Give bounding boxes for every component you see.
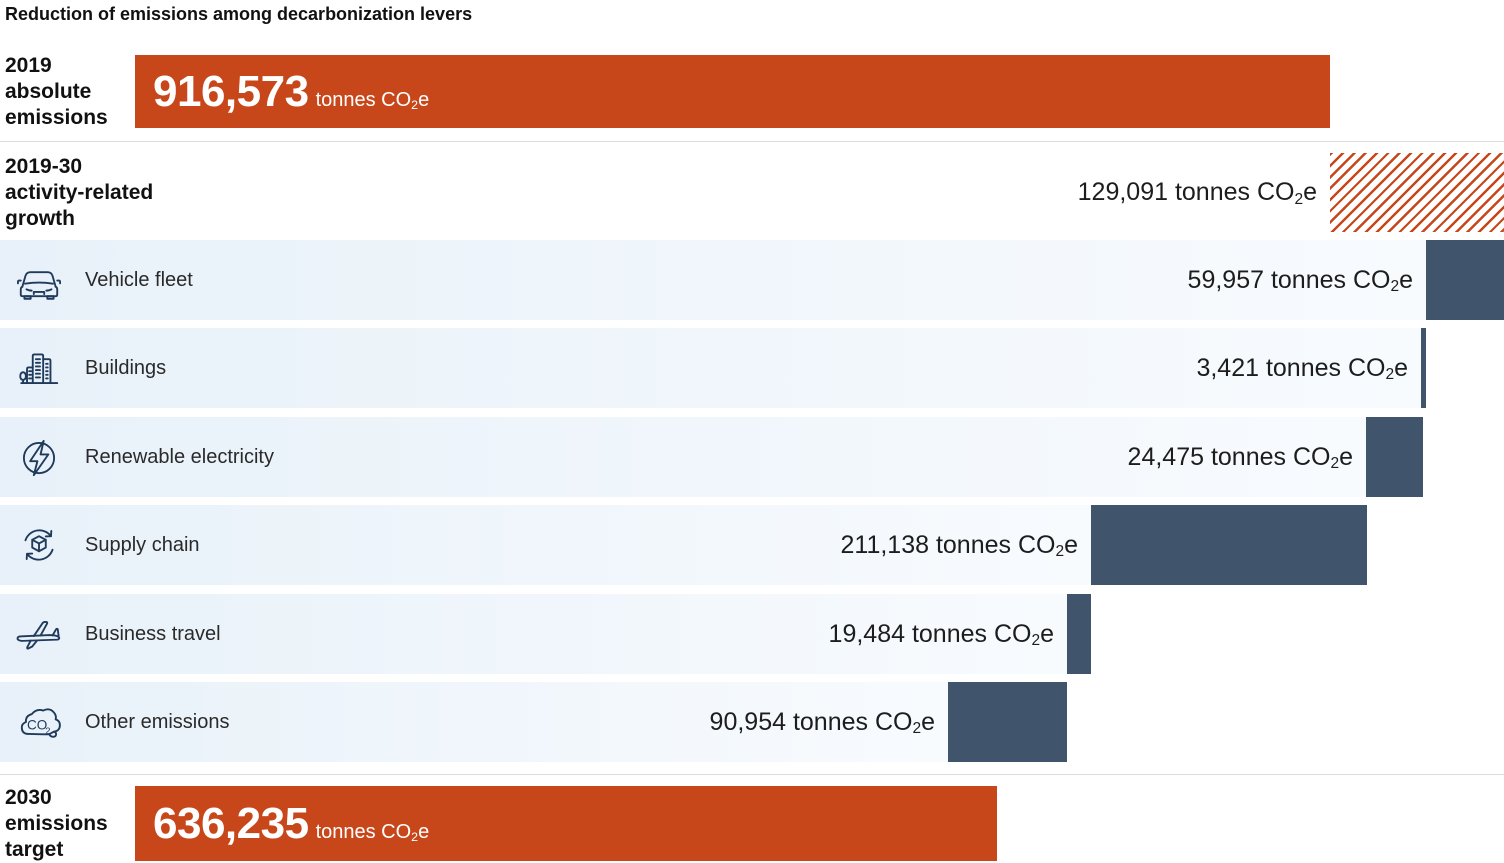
lever-label: Buildings: [85, 356, 167, 379]
lever-value: 24,475 tonnes CO2e: [1127, 442, 1353, 473]
section-divider: [0, 774, 1504, 775]
lever-label: Other emissions: [85, 710, 230, 733]
growth-bar-hatched: [1330, 153, 1504, 232]
chart-title: Reduction of emissions among decarboniza…: [5, 4, 473, 24]
target-label-line: emissions: [5, 811, 108, 835]
unit-label: tonnes CO2e: [315, 88, 430, 112]
lever-label: Vehicle fleet: [85, 268, 193, 291]
growth-row-label: 2019-30 activity-related growth: [5, 153, 153, 232]
lever-band-supply-chain: Supply chain 211,138 tonnes CO2e: [0, 505, 1091, 585]
lever-value: 90,954 tonnes CO2e: [709, 707, 935, 738]
lever-band-vehicle-fleet: Vehicle fleet 59,957 tonnes CO2e: [0, 240, 1426, 320]
lever-band-other-emissions: CO 2 Other emissions 90,954 tonnes CO2e: [0, 682, 948, 762]
start-label-line: 2019: [5, 53, 52, 77]
lever-band-business-travel: Business travel 19,484 tonnes CO2e: [0, 594, 1067, 674]
lever-value: 19,484 tonnes CO2e: [828, 619, 1054, 650]
start-row-label: 2019 absolute emissions: [5, 53, 108, 129]
lever-bar-renewable-electricity: [1366, 417, 1423, 497]
start-bar-value: 916,573 tonnes CO2e: [153, 67, 429, 117]
target-row-label: 2030 emissions target: [5, 786, 108, 861]
growth-value: 129,091 tonnes CO2e: [1077, 178, 1317, 208]
start-bar: 916,573 tonnes CO2e: [135, 55, 1330, 128]
lever-value: 211,138 tonnes CO2e: [840, 530, 1079, 561]
target-bar-value: 636,235 tonnes CO2e: [153, 799, 429, 849]
co2-icon-text: CO: [27, 717, 47, 732]
start-label-line: emissions: [5, 105, 108, 129]
growth-label-line: 2019-30: [5, 154, 83, 178]
car-icon: [14, 255, 64, 305]
unit-label: tonnes CO2e: [315, 820, 430, 844]
lever-band-buildings: Buildings 3,421 tonnes CO2e: [0, 328, 1421, 408]
lightning-icon: [14, 432, 64, 482]
lever-label: Supply chain: [85, 533, 200, 556]
lever-value: 3,421 tonnes CO2e: [1196, 353, 1408, 384]
target-label-line: target: [5, 837, 64, 861]
growth-value-wrap: 129,091 tonnes CO2e: [0, 153, 1330, 232]
growth-label-line: activity-related: [5, 180, 154, 204]
lever-bar-buildings: [1421, 328, 1426, 408]
lever-bar-vehicle-fleet: [1426, 240, 1504, 320]
section-divider: [0, 141, 1504, 142]
lever-bar-supply-chain: [1091, 505, 1367, 585]
start-label-line: absolute: [5, 79, 92, 103]
lever-value: 59,957 tonnes CO2e: [1187, 265, 1413, 296]
buildings-icon: [14, 343, 64, 393]
lever-bar-other-emissions: [948, 682, 1067, 762]
lever-bar-business-travel: [1067, 594, 1091, 674]
target-bar: 636,235 tonnes CO2e: [135, 786, 997, 861]
co2-cloud-icon: CO 2: [14, 697, 64, 747]
start-value: 916,573: [153, 66, 309, 116]
lever-band-renewable-electricity: Renewable electricity 24,475 tonnes CO2e: [0, 417, 1366, 497]
lever-label: Renewable electricity: [85, 445, 274, 468]
target-label-line: 2030: [5, 785, 52, 809]
airplane-icon: [14, 609, 64, 659]
co2-icon-sub: 2: [45, 726, 50, 736]
supply-chain-icon: [14, 520, 64, 570]
lever-label: Business travel: [85, 622, 221, 645]
growth-label-line: growth: [5, 206, 75, 230]
target-value: 636,235: [153, 798, 309, 848]
